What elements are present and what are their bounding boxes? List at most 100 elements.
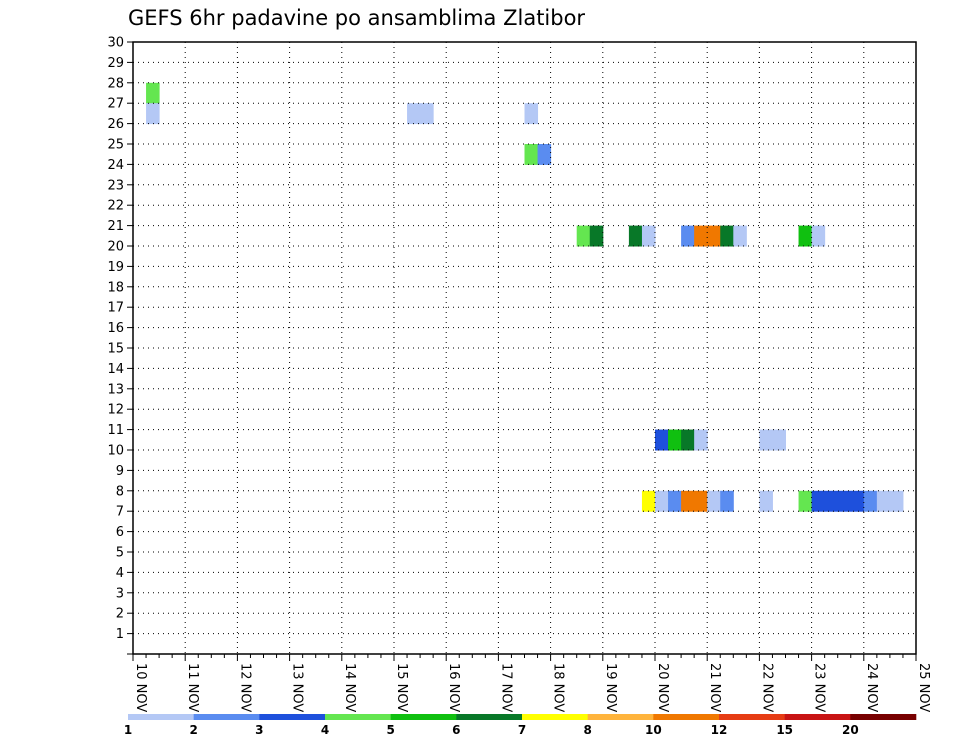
legend-swatch [390, 714, 457, 720]
heatmap-cell [811, 490, 826, 512]
legend-swatch [193, 714, 260, 720]
legend-label: 4 [321, 723, 329, 737]
legend-swatch [259, 714, 326, 720]
heatmap-cell [876, 490, 891, 512]
heatmap-cell [720, 225, 734, 247]
heatmap-cell [863, 490, 878, 512]
y-tick-label: 15 [107, 342, 124, 357]
legend-swatch [522, 714, 588, 720]
y-tick-label: 25 [107, 138, 124, 153]
heatmap-cell [759, 490, 773, 512]
y-tick-label: 30 [107, 36, 124, 51]
heatmap-cell [850, 490, 865, 512]
y-tick-label: 8 [116, 484, 124, 499]
legend-label: 2 [189, 723, 197, 737]
y-tick-label: 10 [107, 444, 124, 459]
x-tick-label: 24 NOV [864, 663, 879, 712]
x-tick-label: 17 NOV [498, 663, 513, 712]
y-tick-label: 5 [116, 546, 124, 561]
y-tick-label: 24 [107, 158, 124, 173]
chart-title: GEFS 6hr padavine po ansamblima Zlatibor [128, 6, 586, 30]
grid [133, 42, 916, 654]
heatmap-cell [798, 225, 813, 247]
legend-label: 15 [776, 723, 793, 737]
heatmap-cell [407, 103, 421, 125]
y-tick-label: 29 [107, 56, 124, 71]
y-tick-label: 14 [107, 362, 124, 377]
y-tick-label: 26 [107, 117, 124, 132]
heatmap-cell [720, 490, 734, 512]
y-tick-label: 22 [107, 199, 124, 214]
heatmap-cell [628, 225, 643, 247]
legend-swatch [456, 714, 523, 720]
legend-swatch [719, 714, 785, 720]
heatmap-cell [707, 225, 721, 247]
heatmap-cell [889, 490, 904, 512]
legend-swatch [784, 714, 851, 720]
y-tick-label: 3 [116, 586, 124, 601]
heatmap-cell [641, 490, 656, 512]
x-tick-label: 10 NOV [133, 663, 148, 712]
heatmap-cell [798, 490, 813, 512]
heatmap-cell [681, 429, 695, 451]
heatmap-cell [537, 144, 552, 165]
heatmap-cell [681, 225, 695, 247]
x-tick-label: 16 NOV [446, 663, 461, 712]
legend-label: 20 [842, 723, 859, 737]
y-tick-label: 1 [116, 627, 124, 642]
heatmap-cell [772, 429, 786, 451]
heatmap-cells [146, 82, 904, 512]
y-tick-label: 16 [107, 321, 124, 336]
legend-swatch [850, 714, 917, 720]
heatmap-cell [837, 490, 852, 512]
x-tick-label: 13 NOV [290, 663, 305, 712]
y-tick-label: 28 [107, 76, 124, 91]
heatmap-cell [694, 490, 708, 512]
x-axis: 10 NOV 11 NOV 12 NOV 13 NOV 14 NOV 15 NOV 16 N… [132, 654, 931, 712]
x-tick-label: 19 NOV [603, 663, 618, 712]
heatmap-cell [733, 225, 747, 247]
heatmap-cell [146, 82, 160, 104]
y-tick-label: 11 [107, 423, 124, 438]
legend-label: 7 [518, 723, 526, 737]
legend-label: 12 [711, 723, 728, 737]
heatmap-cell [146, 103, 160, 125]
y-tick-label: 17 [107, 301, 124, 316]
y-tick-label: 27 [107, 97, 124, 112]
x-tick-label: 20 NOV [655, 663, 670, 712]
y-tick-label: 19 [107, 260, 124, 275]
y-tick-label: 6 [116, 525, 124, 540]
x-tick-label: 23 NOV [812, 663, 827, 712]
y-tick-label: 4 [116, 566, 124, 581]
heatmap-cell [524, 103, 539, 125]
heatmap-cell [655, 490, 669, 512]
legend-label: 8 [583, 723, 591, 737]
y-tick-label: 23 [107, 178, 124, 193]
heatmap-cell [641, 225, 656, 247]
heatmap-cell [811, 225, 826, 247]
x-tick-label: 21 NOV [707, 663, 722, 712]
legend-swatch [325, 714, 391, 720]
heatmap-cell [707, 490, 721, 512]
heatmap-cell [576, 225, 591, 247]
y-tick-label: 18 [107, 280, 124, 295]
x-tick-label: 11 NOV [185, 663, 200, 712]
y-tick-label: 21 [107, 219, 124, 234]
x-tick-label: 12 NOV [237, 663, 252, 712]
heatmap-cell [759, 429, 773, 451]
x-tick-label: 18 NOV [551, 663, 566, 712]
y-tick-label: 12 [107, 403, 124, 418]
color-legend: 1 2 3 4 5 6 7 8 10 12 15 20 [124, 714, 917, 737]
legend-swatch [128, 714, 194, 720]
heatmap-cell [668, 490, 682, 512]
heatmap-cell [655, 429, 669, 451]
heatmap-cell [694, 225, 708, 247]
heatmap-cell [668, 429, 682, 451]
legend-swatch [653, 714, 720, 720]
x-tick-label: 14 NOV [342, 663, 357, 712]
y-tick-label: 13 [107, 382, 124, 397]
legend-label: 10 [645, 723, 662, 737]
legend-label: 3 [255, 723, 263, 737]
y-tick-label: 2 [116, 607, 124, 622]
